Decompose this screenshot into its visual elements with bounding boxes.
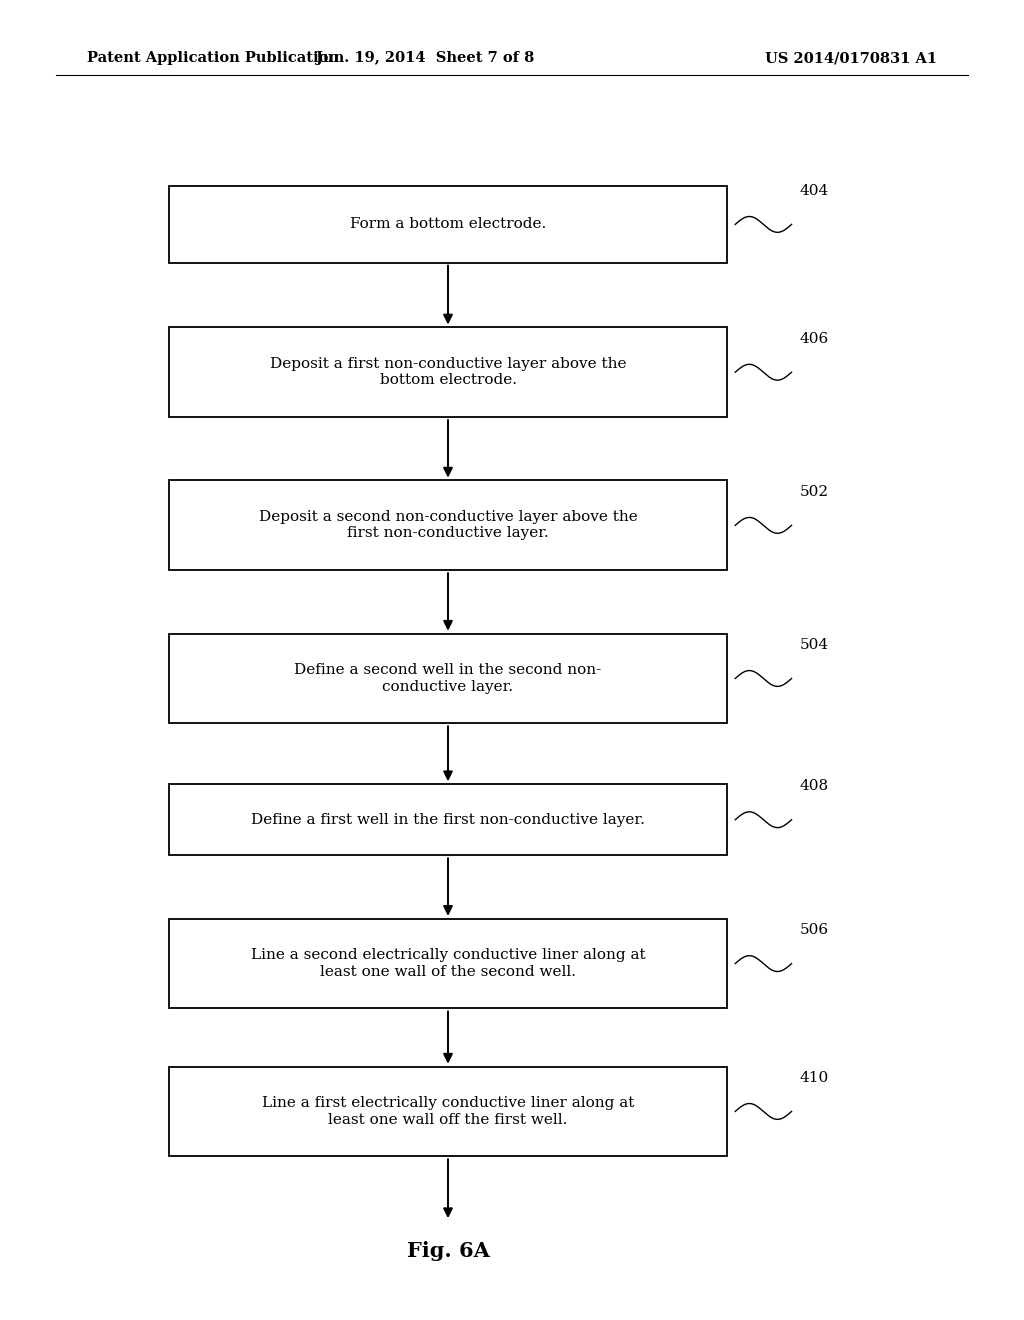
Bar [169,919,727,1008]
Text: 502: 502 [800,484,828,499]
Text: Jun. 19, 2014  Sheet 7 of 8: Jun. 19, 2014 Sheet 7 of 8 [315,51,535,65]
Bar [169,784,727,855]
Text: 506: 506 [800,923,828,937]
Text: 406: 406 [800,331,829,346]
Text: Deposit a second non-conductive layer above the
first non-conductive layer.: Deposit a second non-conductive layer ab… [259,511,637,540]
Text: Patent Application Publication: Patent Application Publication [87,51,339,65]
Bar [169,186,727,263]
Text: Line a second electrically conductive liner along at
least one wall of the secon: Line a second electrically conductive li… [251,949,645,978]
Bar [169,480,727,570]
Bar [169,634,727,723]
Text: 504: 504 [800,638,828,652]
Bar [169,327,727,417]
Text: Define a first well in the first non-conductive layer.: Define a first well in the first non-con… [251,813,645,826]
Text: Define a second well in the second non-
conductive layer.: Define a second well in the second non- … [294,664,602,693]
Text: Line a first electrically conductive liner along at
least one wall off the first: Line a first electrically conductive lin… [262,1097,634,1126]
Text: Form a bottom electrode.: Form a bottom electrode. [350,218,546,231]
Text: Deposit a first non-conductive layer above the
bottom electrode.: Deposit a first non-conductive layer abo… [269,358,627,387]
Text: 408: 408 [800,779,828,793]
Bar [169,1067,727,1156]
Text: 410: 410 [800,1071,829,1085]
Text: Fig. 6A: Fig. 6A [407,1241,489,1262]
Text: 404: 404 [800,183,829,198]
Text: US 2014/0170831 A1: US 2014/0170831 A1 [765,51,937,65]
